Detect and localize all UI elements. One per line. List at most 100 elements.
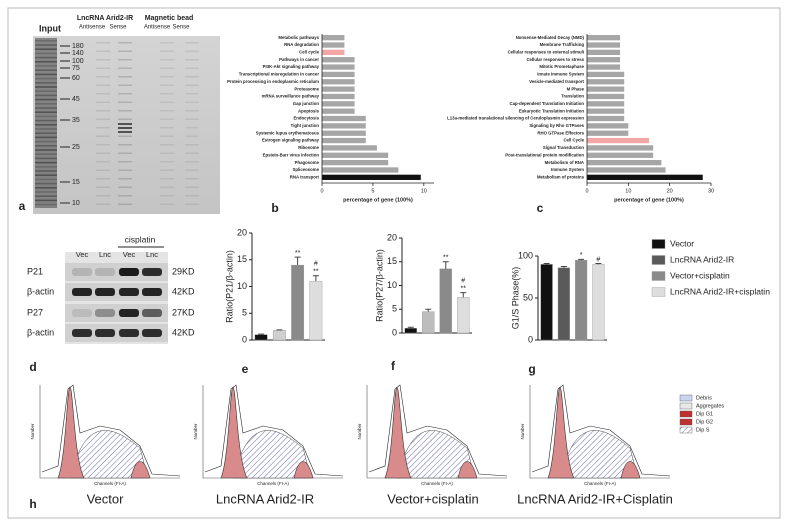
gel-band	[35, 157, 57, 160]
bar	[587, 115, 625, 122]
category-label: Nonsense-Mediated Decay (NMD)	[516, 35, 585, 40]
error-bar	[595, 263, 602, 265]
bar	[322, 137, 366, 144]
bar	[422, 311, 435, 334]
figure-border	[7, 7, 781, 519]
bar	[587, 108, 625, 114]
blot-protein-label: P21	[27, 266, 43, 276]
category-label: Cellular responses to stress	[526, 57, 584, 62]
gel-band	[160, 144, 174, 146]
category-label: RNA degradation	[284, 42, 319, 47]
bar	[587, 42, 621, 48]
error-bar	[460, 292, 467, 298]
error-bar	[312, 275, 319, 282]
bar	[322, 167, 399, 173]
error-bar	[442, 261, 449, 269]
y-axis-label: G1/S Phase(%)	[510, 267, 520, 330]
gel-band	[35, 52, 57, 55]
x-tick-label: 0	[585, 188, 588, 194]
category-label: Epstein-Barr virus infection	[263, 152, 320, 157]
category-label: Spliceosome	[292, 167, 319, 172]
category-label: Systemic lupus erythematosus	[256, 130, 320, 135]
gel-band	[160, 50, 174, 52]
error-bar	[543, 263, 550, 265]
bar	[322, 115, 366, 122]
gel-marker-label: 45	[72, 96, 80, 103]
panel-letter: g	[528, 362, 535, 376]
category-label: Endocytosis	[293, 116, 319, 121]
bar	[322, 86, 355, 92]
legend-label: LncRNA Arid2-IR	[670, 254, 734, 264]
bar	[322, 49, 345, 56]
bar	[587, 93, 625, 100]
category-label: Phagosome	[295, 160, 320, 165]
bar	[322, 123, 366, 129]
y-tick-label: 50	[523, 292, 533, 302]
blot-strip	[65, 304, 168, 322]
gel-band	[96, 161, 110, 163]
gel-band	[185, 42, 199, 44]
flow-legend-swatch	[679, 402, 693, 410]
category-label: Immune System	[551, 167, 584, 172]
gel-band	[160, 118, 174, 120]
gel-band	[96, 84, 110, 86]
y-axis-label: Ratio(P21/β-actin)	[224, 250, 234, 323]
x-axis-label: percentage of gene (100%)	[343, 197, 413, 203]
gel-band	[118, 186, 132, 188]
gel-band	[185, 118, 199, 120]
gel-band	[118, 144, 132, 146]
gel-band	[35, 48, 57, 50]
gel-band	[185, 50, 199, 52]
gel-band	[185, 84, 199, 86]
panel-letter: h	[29, 497, 36, 511]
flow-g2-peak	[457, 461, 478, 479]
gel-band	[185, 101, 199, 103]
y-tick-label: 10	[237, 281, 247, 291]
legend-swatch	[651, 271, 666, 281]
gel-band	[185, 152, 199, 154]
gel-band	[185, 186, 199, 188]
gel-band	[35, 145, 57, 147]
gel-band	[185, 67, 199, 69]
ladder-band	[60, 202, 70, 204]
ladder-band	[60, 181, 70, 183]
gel-band	[160, 152, 174, 154]
blot-size-label: 29KD	[172, 266, 195, 276]
gel-band	[96, 135, 110, 137]
flow-trace	[531, 384, 671, 477]
category-label: PI3K-Akt signaling pathway	[263, 64, 320, 69]
x-tick-label: 30	[708, 188, 714, 194]
bar	[557, 267, 570, 341]
bar	[587, 35, 621, 41]
flow-g2-peak	[130, 461, 151, 479]
category-label: Protein processing in endoplasmic reticu…	[227, 79, 319, 84]
category-label: Ribosome	[298, 145, 319, 150]
gel-band	[160, 76, 174, 78]
gel-band	[35, 73, 57, 76]
blot-band	[95, 288, 115, 296]
gel-band	[185, 144, 199, 146]
ladder-band	[60, 119, 70, 121]
x-tick-label: 10	[625, 188, 631, 194]
legend-swatch	[651, 287, 666, 297]
bar	[587, 64, 621, 70]
blot-strip	[65, 263, 168, 281]
bar	[587, 145, 654, 151]
flow-x-label: Channels (FI-A)	[94, 481, 126, 486]
bar	[322, 159, 389, 166]
gel-lane	[35, 38, 57, 208]
category-label: Cell Cycle	[563, 138, 584, 143]
gel-band	[160, 67, 174, 69]
gel-band	[118, 161, 132, 163]
ladder-band	[60, 146, 70, 148]
y-tick-label: 0	[392, 327, 397, 337]
flow-legend-swatch	[679, 426, 693, 434]
flow-trace	[41, 384, 181, 477]
error-bar	[425, 308, 432, 312]
ladder-band	[60, 67, 70, 69]
flow-legend-label: Dip S	[696, 427, 710, 433]
category-label: Tight junction	[291, 123, 320, 128]
flow-legend-label: Aggregates	[696, 403, 724, 409]
gel-band	[96, 59, 110, 61]
